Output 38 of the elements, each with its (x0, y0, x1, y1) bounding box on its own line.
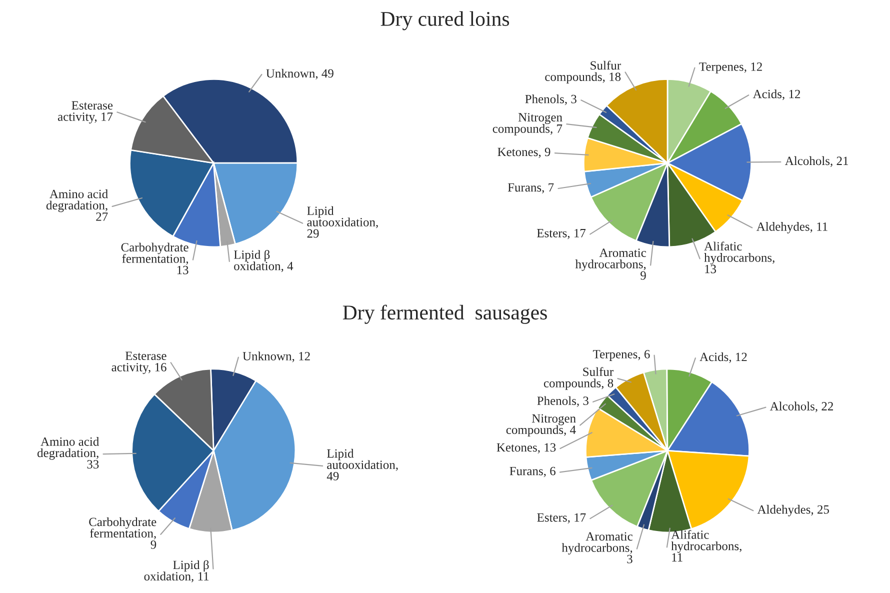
slice-label: Aldehydes, 25 (757, 504, 829, 516)
slice-label: Lipid autooxidation, 49 (326, 448, 398, 480)
slice-label: Aromatic hydrocarbons, 3 (562, 532, 632, 564)
slice-label: Aromatic hydrocarbons, 9 (575, 248, 646, 280)
slice-label: Ketones, 9 (498, 148, 550, 158)
slice-label: Furans, 7 (508, 183, 554, 194)
slice-label: Terpenes, 12 (699, 62, 762, 74)
slice-label: Lipid β oxidation, 4 (234, 250, 294, 272)
slice-label: Ketones, 13 (496, 443, 556, 454)
slice-label: Furans, 6 (510, 466, 556, 478)
slice-label: Acids, 12 (700, 352, 747, 363)
slice-label: Alcohols, 21 (784, 156, 848, 167)
slice-label: Amino acid degradation, 27 (46, 189, 108, 221)
slice-label: Alifatic hydrocarbons, 13 (704, 242, 774, 274)
text: Dry fermented sausages (342, 304, 547, 324)
slice-label: Phenols, 3 (525, 94, 576, 106)
slice-label: Phenols, 3 (537, 396, 588, 407)
slice-label: Esters, 17 (536, 228, 586, 240)
slice-label: Alifatic hydrocarbons, 11 (671, 530, 742, 562)
slice-label: Sulfur compounds, 8 (544, 367, 614, 390)
slice-label: Esterase activity, 17 (58, 101, 113, 124)
slice-label: Unknown, 49 (266, 68, 334, 80)
slice-label: Alcohols, 22 (770, 402, 834, 412)
slice-label: Amino acid degradation, 33 (37, 437, 100, 469)
slice-label: Carbohydrate fermentation, 9 (89, 517, 156, 549)
text: Dry cured loins (380, 11, 510, 30)
slice-label: Lipid autooxidation, 29 (307, 206, 378, 238)
slice-label: Acids, 12 (752, 89, 800, 100)
slice-label: Sulfur compounds, 18 (545, 60, 621, 84)
slice-label: Terpenes, 6 (592, 350, 650, 361)
slice-label: Esterase activity, 16 (112, 352, 166, 374)
slice-label: Carbohydrate fermentation, 13 (121, 242, 188, 274)
slice-label: Aldehydes, 11 (756, 222, 828, 234)
slice-label: Esters, 17 (537, 513, 586, 524)
slice-label: Nitrogen compounds, 4 (506, 414, 576, 437)
slice-label: Lipid β oxidation, 11 (144, 560, 209, 582)
slice-label: Nitrogen compounds, 7 (492, 113, 562, 136)
slice-label: Unknown, 12 (242, 352, 310, 362)
